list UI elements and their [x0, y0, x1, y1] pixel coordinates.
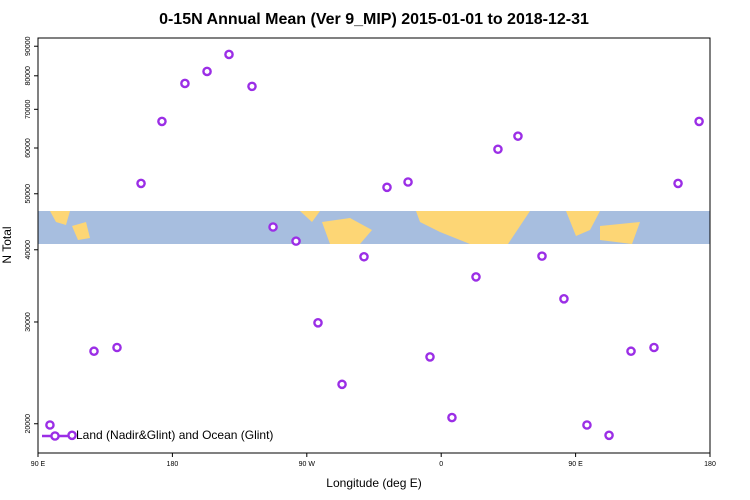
point [673, 178, 683, 189]
point [359, 251, 369, 262]
y-tick-label: 80000 [25, 66, 32, 86]
point [202, 66, 212, 77]
x-tick-label: 90 E [31, 461, 46, 468]
point [247, 81, 257, 92]
point [157, 116, 167, 127]
point [493, 144, 503, 155]
point [447, 412, 457, 423]
point [694, 116, 704, 127]
x-tick-label: 90 W [299, 461, 316, 468]
plot-frame [37, 37, 711, 454]
point [337, 379, 347, 390]
point [403, 177, 413, 187]
y-axis-label: N Total [0, 226, 14, 263]
chart-title: 0-15N Annual Mean (Ver 9_MIP) 2015-01-01… [159, 11, 589, 28]
y-tick-label: 20000 [25, 414, 32, 434]
point [382, 182, 392, 193]
point [559, 294, 569, 304]
x-tick-label: 0 [439, 461, 443, 468]
point [313, 318, 323, 328]
point [582, 420, 592, 430]
x-tick-label: 180 [704, 461, 716, 468]
legend-label: Land (Nadir&Glint) and Ocean (Glint) [76, 428, 273, 442]
point [626, 346, 636, 357]
point [513, 131, 523, 141]
point [537, 251, 547, 261]
point [425, 352, 435, 362]
point [136, 178, 146, 189]
point [67, 430, 77, 441]
point [291, 236, 301, 246]
x-tick-label: 90 E [568, 461, 583, 468]
map-band [38, 211, 710, 244]
point [45, 420, 55, 430]
y-tick-label: 90000 [25, 36, 32, 56]
x-axis-label: Longitude (deg E) [326, 476, 421, 490]
y-tick-label: 40000 [25, 240, 32, 260]
point [224, 49, 234, 60]
point [180, 78, 190, 89]
point [89, 346, 99, 357]
point [112, 342, 122, 353]
x-tick-label: 180 [167, 461, 179, 468]
legend-marker [50, 431, 60, 441]
map-ocean [38, 211, 710, 244]
point [268, 222, 278, 232]
y-tick-label: 70000 [25, 99, 32, 119]
y-tick-label: 50000 [25, 184, 32, 204]
point [471, 272, 481, 282]
y-tick-label: 60000 [25, 138, 32, 158]
map-land [50, 211, 640, 244]
point [649, 342, 659, 353]
y-tick-label: 30000 [25, 312, 32, 332]
point [604, 430, 614, 441]
